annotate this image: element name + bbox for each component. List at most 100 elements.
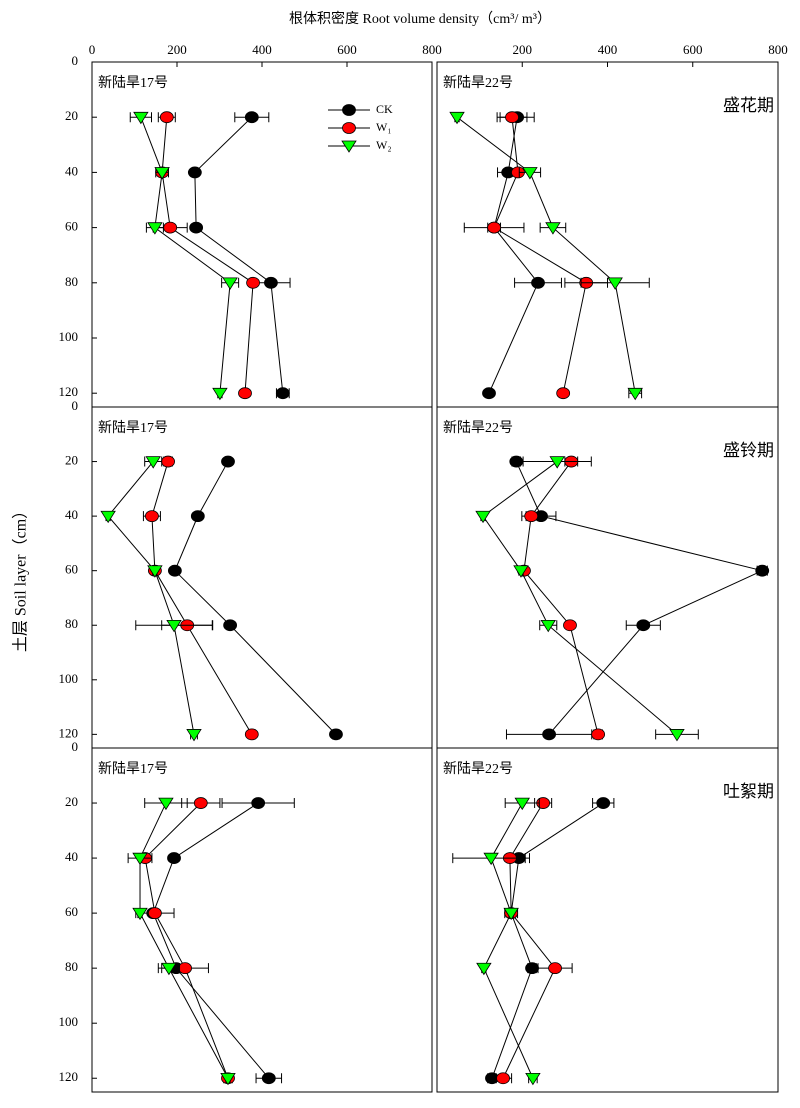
y-axis-title: 土层 Soil layer（cm） <box>12 503 30 652</box>
marker <box>525 1072 541 1086</box>
x-tick-label: 600 <box>683 42 703 57</box>
y-tick-label: 100 <box>59 671 79 686</box>
marker <box>190 510 205 523</box>
legend-marker <box>342 122 356 134</box>
marker <box>132 852 148 866</box>
panel-title: 新陆旱22号 <box>443 761 513 777</box>
marker <box>549 456 565 469</box>
marker <box>147 907 162 920</box>
x-axis-title: 根体积密度 Root volume density（cm³/ m³） <box>289 10 551 27</box>
marker <box>244 111 259 124</box>
marker <box>264 276 278 289</box>
marker <box>522 167 538 180</box>
marker <box>100 510 116 524</box>
marker <box>755 564 770 577</box>
series-line <box>174 461 337 735</box>
marker <box>186 729 202 742</box>
marker <box>159 111 174 124</box>
marker <box>487 221 502 234</box>
marker <box>505 111 519 124</box>
series-line <box>139 802 229 1079</box>
marker <box>542 728 557 741</box>
panel-frame <box>91 747 433 1093</box>
series-line <box>491 802 604 1079</box>
marker <box>161 455 175 468</box>
x-tick-label: 600 <box>337 42 357 57</box>
series-line <box>502 802 556 1079</box>
marker <box>531 276 545 289</box>
legend-marker <box>342 104 356 116</box>
x-tick-label: 200 <box>513 42 533 57</box>
x-tick-label: 200 <box>167 42 187 57</box>
stage-label: 盛花期 <box>723 96 774 115</box>
marker <box>145 456 161 469</box>
marker <box>514 797 530 811</box>
x-tick-label: 400 <box>598 42 618 57</box>
x-tick-label: 0 <box>89 42 96 57</box>
legend-label: W₁ <box>376 120 392 134</box>
series-line <box>161 117 254 394</box>
marker <box>238 387 252 400</box>
panel-frame <box>436 747 779 1093</box>
y-tick-label: 80 <box>65 274 78 289</box>
marker <box>513 565 529 578</box>
y-tick-label: 40 <box>65 507 78 522</box>
y-tick-label: 20 <box>65 108 78 123</box>
marker <box>482 387 496 400</box>
y-tick-label: 0 <box>72 739 79 754</box>
marker <box>627 387 643 401</box>
marker <box>251 797 266 809</box>
marker <box>556 387 571 400</box>
legend-marker <box>341 140 357 153</box>
marker <box>483 852 499 866</box>
panel-title: 新陆旱17号 <box>98 420 168 436</box>
marker <box>158 797 174 811</box>
marker <box>147 565 163 578</box>
marker <box>596 797 611 809</box>
y-tick-label: 20 <box>65 794 78 809</box>
y-tick-label: 60 <box>65 904 78 919</box>
marker <box>246 276 260 289</box>
y-tick-label: 120 <box>59 1069 79 1084</box>
marker <box>212 387 228 401</box>
stage-label: 盛铃期 <box>723 441 774 460</box>
marker <box>669 729 685 742</box>
marker <box>167 564 182 577</box>
marker <box>607 277 623 290</box>
panel-title: 新陆旱22号 <box>443 420 513 436</box>
marker <box>220 1072 236 1086</box>
y-tick-label: 120 <box>59 725 79 740</box>
panel-title: 新陆旱17号 <box>98 75 168 91</box>
x-tick-label: 800 <box>422 42 442 57</box>
marker <box>221 455 235 468</box>
legend-label: W₂ <box>376 138 392 152</box>
stage-label: 吐絮期 <box>723 782 774 801</box>
marker <box>525 962 539 975</box>
series-line <box>456 116 636 394</box>
marker <box>503 907 519 921</box>
y-tick-label: 0 <box>72 398 79 413</box>
y-tick-label: 20 <box>65 453 78 468</box>
marker <box>223 619 238 632</box>
series-line <box>488 117 539 394</box>
y-tick-label: 100 <box>59 329 79 344</box>
marker <box>244 728 259 741</box>
marker <box>545 222 561 235</box>
series-line <box>140 117 231 394</box>
legend-label: CK <box>376 102 393 116</box>
marker <box>187 166 202 179</box>
marker <box>167 852 181 864</box>
marker <box>509 455 524 468</box>
marker <box>132 907 148 921</box>
y-tick-label: 40 <box>65 849 78 864</box>
marker <box>475 510 491 524</box>
marker <box>189 221 204 234</box>
series-line <box>482 461 678 735</box>
y-tick-label: 120 <box>59 384 79 399</box>
marker <box>161 962 177 976</box>
marker <box>145 510 159 523</box>
marker <box>449 111 465 125</box>
y-tick-label: 0 <box>72 53 79 68</box>
series-line <box>144 802 229 1079</box>
